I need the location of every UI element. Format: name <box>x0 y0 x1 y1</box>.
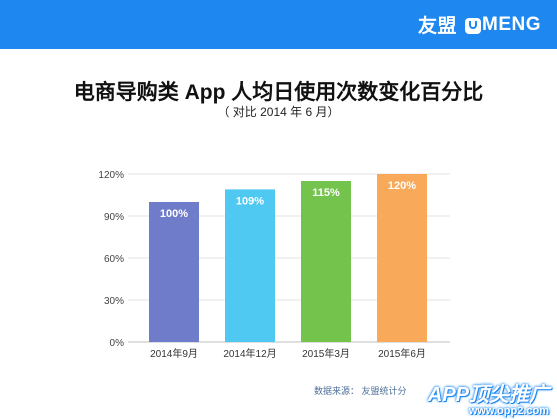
x-category-label: 2015年3月 <box>302 347 350 360</box>
logo-cn-text: 友盟 <box>417 16 457 37</box>
y-tick-label: 60% <box>104 254 124 265</box>
x-category-label: 2014年12月 <box>223 347 276 360</box>
bar-data-label: 109% <box>236 195 264 207</box>
umeng-u-icon <box>465 17 481 34</box>
bar <box>149 202 199 342</box>
x-category-label: 2015年6月 <box>378 347 426 360</box>
y-tick-label: 120% <box>98 170 124 181</box>
watermark-title: APP顶尖推广 <box>427 384 549 406</box>
bar <box>225 189 275 342</box>
watermark-url: www.opp2.com <box>468 405 549 417</box>
logo-en-text: MENG <box>482 13 541 35</box>
y-tick-label: 30% <box>104 296 124 307</box>
header-bar: 友盟 MENG <box>0 0 557 49</box>
umeng-logo: 友盟 MENG <box>418 11 541 38</box>
y-tick-label: 90% <box>104 212 124 223</box>
x-category-label: 2014年9月 <box>150 347 198 360</box>
data-source-note: 数据来源： 友盟统计分 <box>314 386 407 396</box>
chart-title: 电商导购类 App 人均日使用次数变化百分比 <box>73 81 484 104</box>
chart-subtitle: （ 对比 2014 年 6 月） <box>217 105 340 119</box>
bar-data-label: 100% <box>160 208 188 220</box>
y-tick-label: 0% <box>110 338 125 349</box>
watermark: APP顶尖推广 www.opp2.com <box>428 385 549 417</box>
bar-data-label: 120% <box>388 180 416 192</box>
bar-data-label: 115% <box>312 187 340 199</box>
bar <box>377 174 427 342</box>
bar <box>301 181 351 342</box>
